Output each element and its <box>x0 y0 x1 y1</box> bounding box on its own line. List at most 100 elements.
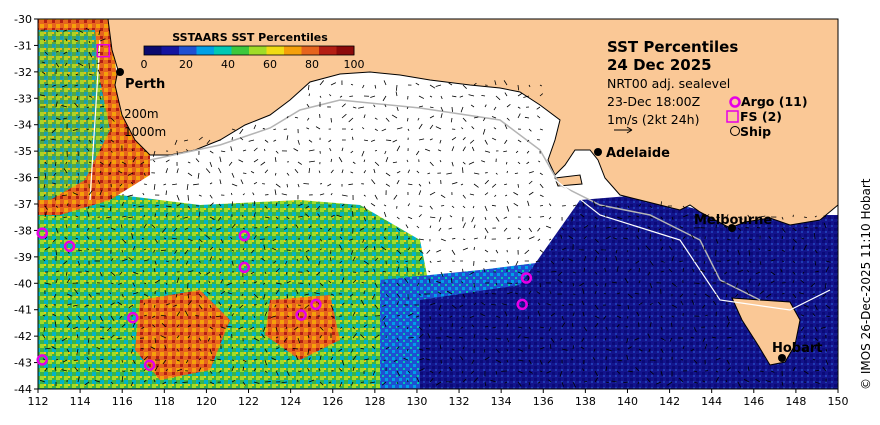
y-tick-label: -39 <box>14 251 32 264</box>
current-vector <box>352 333 357 339</box>
current-vector <box>682 346 685 350</box>
current-vector <box>504 183 508 186</box>
current-vector <box>382 270 387 273</box>
current-vector <box>174 139 178 146</box>
current-vector <box>44 304 48 308</box>
current-vector <box>110 150 113 153</box>
current-vector <box>330 293 335 296</box>
argo-float-marker[interactable] <box>36 354 48 366</box>
argo-float-marker[interactable] <box>63 240 76 253</box>
current-vector <box>153 304 156 308</box>
current-vector <box>527 139 530 142</box>
current-vector <box>198 260 201 263</box>
current-vector <box>250 271 255 275</box>
current-vector <box>572 204 577 207</box>
argo-float-marker[interactable] <box>310 298 322 311</box>
x-tick-label: 146 <box>743 395 764 408</box>
current-vector <box>429 225 432 229</box>
current-vector <box>231 379 236 383</box>
current-vector <box>286 172 290 176</box>
argo-float-marker[interactable] <box>520 272 533 284</box>
current-vector <box>491 183 497 188</box>
current-vector <box>53 148 57 152</box>
current-vector <box>517 326 523 329</box>
current-vector <box>154 279 161 284</box>
current-vector <box>381 381 387 386</box>
current-vector <box>374 128 378 132</box>
current-vector <box>428 270 431 273</box>
current-vector <box>175 293 178 298</box>
current-vector <box>141 326 145 330</box>
current-vector <box>535 260 541 262</box>
current-vector <box>206 291 211 295</box>
argo-float-marker[interactable] <box>516 298 528 311</box>
argo-float-marker[interactable] <box>36 227 48 239</box>
current-vector <box>54 215 57 218</box>
current-vector <box>516 315 519 320</box>
current-vector <box>660 216 663 220</box>
current-vector <box>669 337 673 342</box>
current-vector <box>572 227 577 231</box>
current-vector <box>495 282 498 285</box>
current-vector <box>209 182 213 185</box>
current-vector <box>557 271 563 276</box>
current-vector <box>743 378 750 383</box>
current-vector <box>341 194 348 197</box>
colorbar-ticks: 0 20 40 60 80 100 <box>141 58 365 71</box>
current-vector <box>472 205 475 209</box>
current-vector <box>802 271 805 274</box>
current-vector <box>726 249 729 253</box>
current-vector <box>713 271 717 274</box>
current-vector <box>216 227 222 231</box>
current-vector <box>330 269 333 273</box>
current-vector <box>580 213 585 218</box>
current-vector <box>792 366 796 372</box>
current-vector <box>77 29 84 33</box>
colorbar-swatch <box>319 46 337 55</box>
current-vector <box>182 381 189 384</box>
argo-float-marker[interactable] <box>143 359 156 371</box>
fs-float-marker[interactable] <box>96 43 111 58</box>
current-vector <box>163 183 167 186</box>
current-vector <box>416 225 420 229</box>
current-vector <box>286 358 291 361</box>
argo-legend-icon <box>729 96 741 108</box>
argo-float-marker[interactable] <box>238 229 251 242</box>
current-vector <box>462 346 465 350</box>
current-vector <box>205 168 211 174</box>
current-vector <box>703 260 706 265</box>
current-vector <box>792 227 797 232</box>
current-vector <box>198 304 203 310</box>
x-tick-label: 132 <box>449 395 470 408</box>
current-vector <box>549 343 552 350</box>
current-vector <box>198 211 201 218</box>
argo-float-marker[interactable] <box>126 311 139 324</box>
current-vector <box>352 355 357 361</box>
current-vector <box>227 292 233 295</box>
current-vector <box>435 84 442 87</box>
current-vector <box>407 370 411 374</box>
current-vector <box>66 322 71 328</box>
current-vector <box>561 381 564 387</box>
current-vector <box>110 359 113 362</box>
current-vector <box>825 304 831 309</box>
current-vector <box>473 302 477 306</box>
current-vector <box>405 260 409 263</box>
current-vector <box>86 357 90 361</box>
current-vector <box>171 237 178 240</box>
current-vector <box>138 205 145 207</box>
argo-float-marker[interactable] <box>295 309 307 321</box>
current-vector <box>88 139 92 143</box>
current-vector <box>109 292 112 295</box>
current-vector <box>484 249 489 253</box>
current-vector <box>253 235 257 240</box>
current-vector <box>435 126 442 130</box>
current-vector <box>781 216 784 220</box>
current-vector <box>86 227 90 231</box>
argo-float-marker[interactable] <box>238 261 251 274</box>
current-vector <box>306 269 310 273</box>
current-vector <box>449 270 453 273</box>
current-vector <box>539 205 544 207</box>
current-vector <box>142 192 145 196</box>
y-tick-label: -38 <box>14 224 32 237</box>
